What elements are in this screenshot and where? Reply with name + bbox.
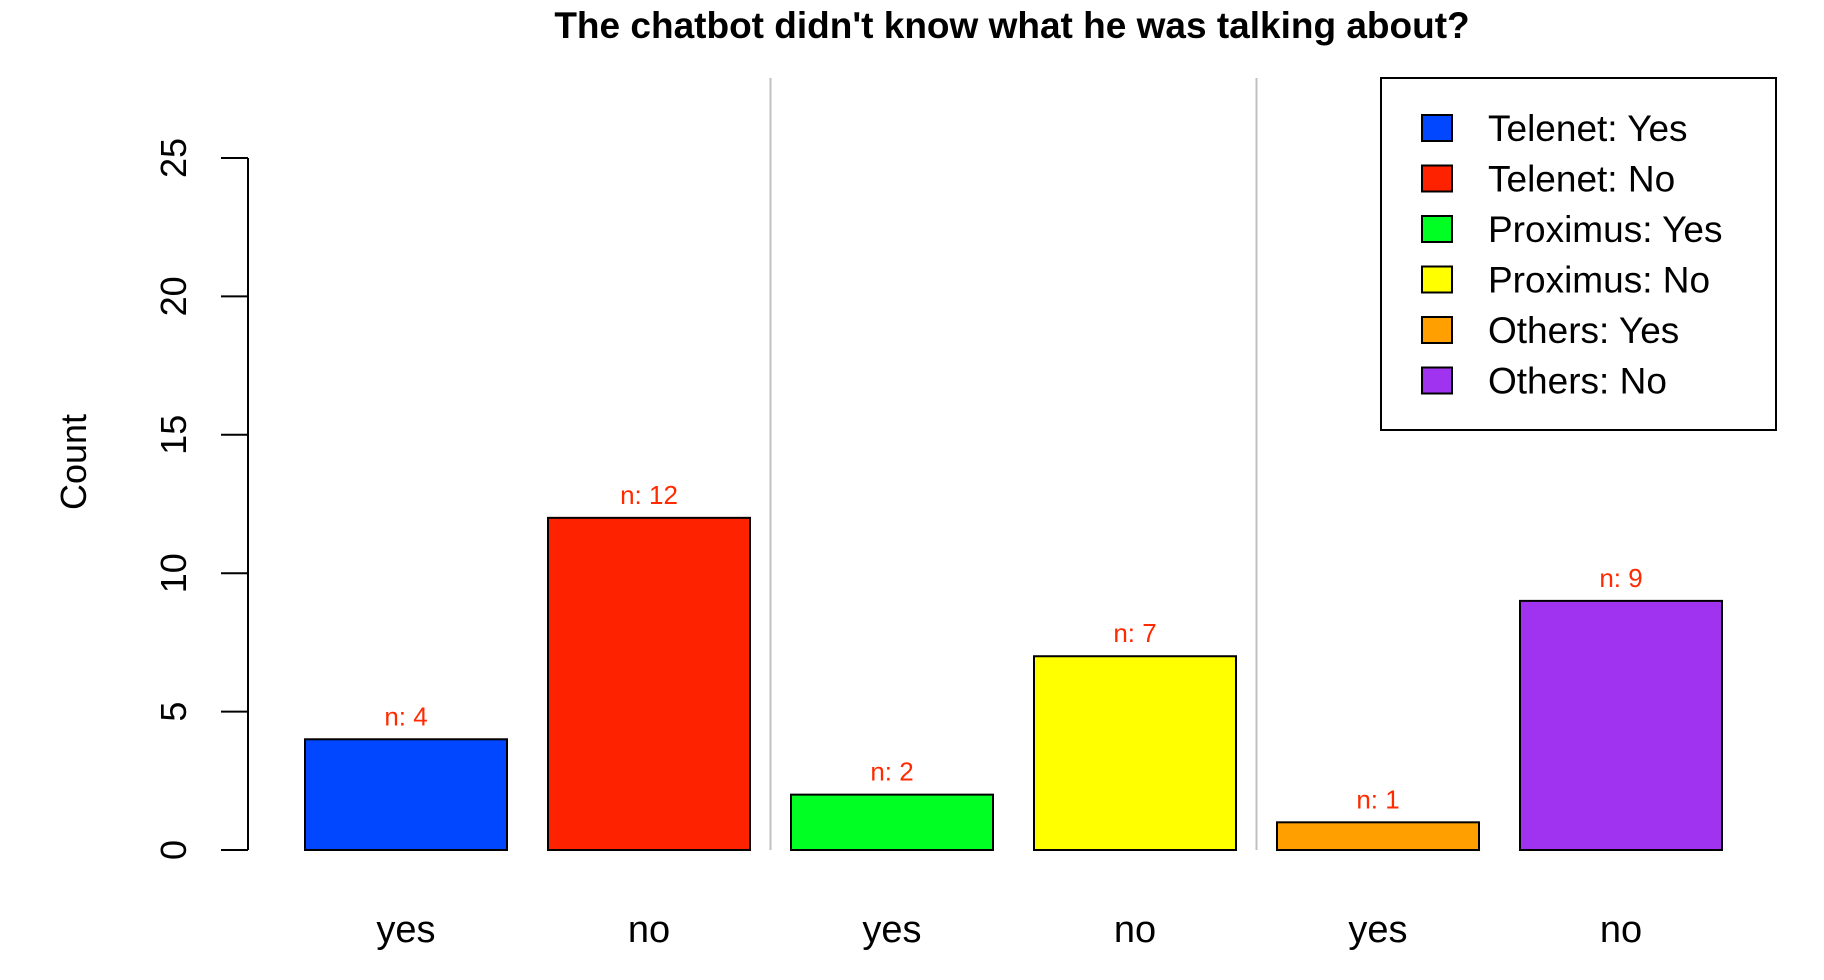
bar <box>304 738 508 852</box>
legend-swatch <box>1421 316 1453 344</box>
legend-entry-label: Others: No <box>1488 361 1667 402</box>
bar-data-label: n: 2 <box>870 757 913 787</box>
bars <box>304 516 1723 852</box>
legend-entry-label: Telenet: No <box>1488 159 1675 200</box>
legend-swatch <box>1421 164 1453 193</box>
bar-data-label: n: 7 <box>1113 618 1156 648</box>
y-tick-label: 10 <box>153 553 194 593</box>
y-tick-label: 20 <box>153 276 194 316</box>
group-separators <box>769 78 1258 850</box>
bar <box>1033 655 1237 851</box>
y-tick-label: 0 <box>153 840 194 860</box>
legend-entry-label: Proximus: No <box>1488 260 1710 301</box>
bar <box>790 793 994 852</box>
legend-entry-label: Telenet: Yes <box>1488 108 1688 149</box>
legend-entry-label: Proximus: Yes <box>1488 209 1722 250</box>
x-tick-label: yes <box>376 909 435 951</box>
legend-swatch <box>1421 366 1453 395</box>
y-tick-label: 15 <box>153 415 194 455</box>
data-labels: n: 4 n: 12 n: 2 n: 7 n: 1 n: 9 <box>384 480 1642 814</box>
legend-swatch <box>1421 215 1453 243</box>
x-tick-label: yes <box>862 909 921 951</box>
legend-swatch <box>1421 114 1453 142</box>
y-axis-label: Count <box>53 414 94 510</box>
x-tick-labels: yes no yes no yes no <box>376 909 1642 951</box>
x-tick-label: no <box>628 909 670 951</box>
x-tick-label: yes <box>1348 909 1407 951</box>
legend-swatch <box>1421 265 1453 294</box>
y-tick-label: 25 <box>153 138 194 178</box>
bar <box>547 516 751 852</box>
legend-entry-label: Others: Yes <box>1488 310 1679 351</box>
y-axis: 0 5 10 15 20 25 <box>153 138 249 860</box>
x-tick-label: no <box>1114 909 1156 951</box>
bar <box>1276 821 1480 852</box>
bar <box>1519 599 1723 851</box>
bar-data-label: n: 12 <box>620 480 678 510</box>
bar-data-label: n: 4 <box>384 701 427 731</box>
bar-data-label: n: 9 <box>1599 563 1642 593</box>
legend: Telenet: Yes Telenet: No Proximus: Yes Prox… <box>1380 77 1777 431</box>
y-tick-label: 5 <box>153 702 194 722</box>
bar-data-label: n: 1 <box>1356 784 1399 814</box>
x-tick-label: no <box>1600 909 1642 951</box>
chart-title: The chatbot didn't know what he was talk… <box>554 5 1469 46</box>
